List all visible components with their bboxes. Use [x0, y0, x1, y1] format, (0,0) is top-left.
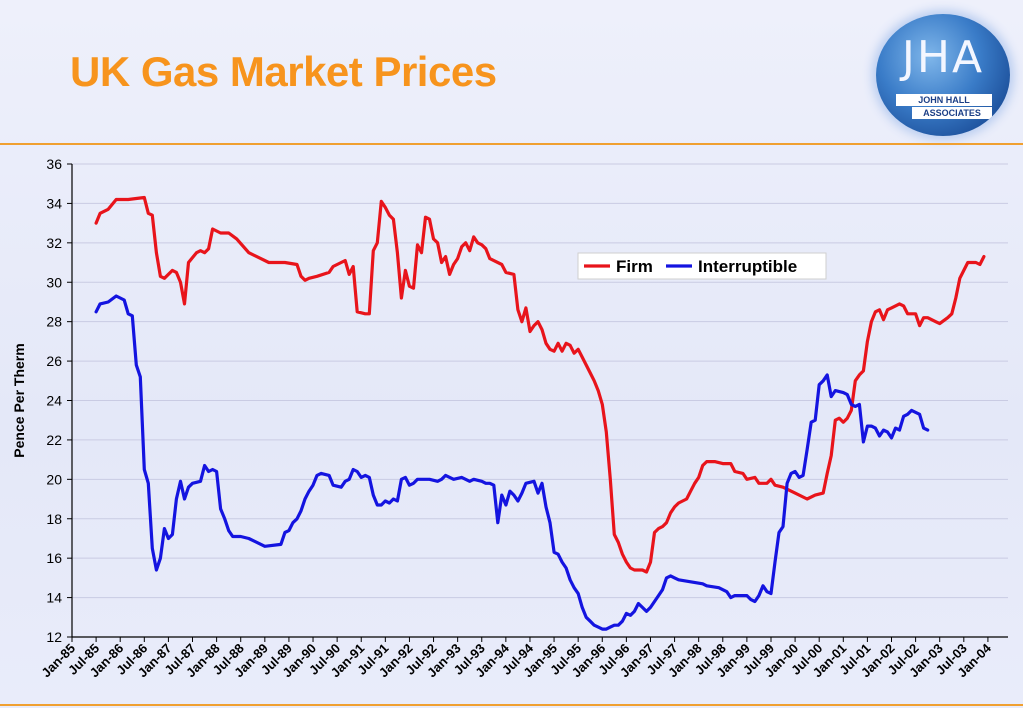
series-group — [94, 195, 986, 631]
y-tick-label: 16 — [46, 550, 62, 566]
page-title: UK Gas Market Prices — [70, 48, 497, 95]
y-tick-label: 12 — [46, 629, 62, 645]
legend: Firm Interruptible — [577, 252, 827, 280]
logo-line-1: JOHN HALL — [896, 94, 992, 106]
axes — [71, 164, 1008, 638]
logo-line-2: ASSOCIATES — [912, 107, 992, 119]
y-tick-label: 28 — [46, 314, 62, 330]
y-tick-label: 32 — [46, 235, 62, 251]
footer-divider — [0, 704, 1023, 706]
y-tick-label: 26 — [46, 353, 62, 369]
price-line-chart: 12 14 16 18 20 22 24 26 28 30 32 34 36 Jan-85Jul-85J… — [11, 156, 1008, 680]
legend-label-interruptible: Interruptible — [698, 257, 797, 276]
series-line-interruptible — [94, 294, 930, 631]
y-tick-label: 30 — [46, 274, 62, 290]
y-tick-label: 18 — [46, 511, 62, 527]
y-tick-label: 24 — [46, 393, 62, 409]
y-tick-labels: 12 14 16 18 20 22 24 26 28 30 32 34 36 — [46, 156, 62, 645]
gridlines — [67, 163, 1008, 638]
y-tick-label: 20 — [46, 471, 62, 487]
legend-label-firm: Firm — [616, 257, 653, 276]
company-logo: JHA JOHN HALL ASSOCIATES — [876, 14, 1010, 136]
series-line-firm — [94, 195, 986, 574]
x-tick-labels: Jan-85Jul-85Jan-86Jul-86Jan-87Jul-87Jan-… — [38, 637, 995, 680]
logo-letters: JHA — [901, 32, 985, 83]
y-axis-label: Pence Per Therm — [11, 343, 27, 457]
y-tick-label: 22 — [46, 432, 62, 448]
header-divider — [0, 143, 1023, 145]
y-tick-label: 36 — [46, 156, 62, 172]
y-tick-label: 14 — [46, 590, 62, 606]
legend-box — [577, 252, 827, 280]
y-tick-label: 34 — [46, 195, 62, 211]
